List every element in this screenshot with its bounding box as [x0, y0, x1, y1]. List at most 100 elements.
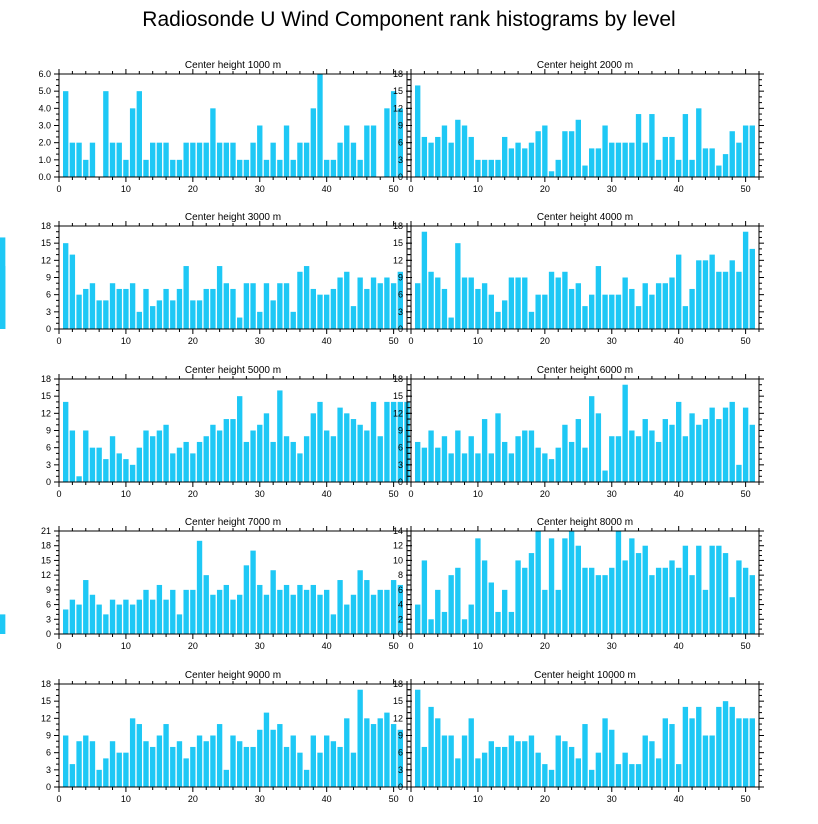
y-tick-label: 18 — [41, 221, 51, 231]
histogram-bar — [277, 159, 283, 177]
histogram-bar — [742, 407, 749, 482]
histogram-bar — [96, 769, 102, 787]
y-tick-label: 18 — [393, 374, 403, 384]
histogram-bar — [243, 565, 250, 634]
histogram-bar — [722, 154, 729, 177]
histogram-bar — [123, 752, 129, 787]
histogram-bar — [428, 619, 434, 634]
histogram-bar — [370, 125, 377, 177]
histogram-bar — [461, 453, 468, 482]
histogram-bar — [495, 159, 501, 177]
y-tick-label: 0 — [398, 172, 403, 182]
histogram-bar — [629, 538, 635, 634]
histogram-bar — [76, 476, 82, 482]
x-tick-label: 50 — [741, 336, 751, 346]
x-tick-label: 20 — [540, 794, 550, 804]
histogram-bar — [150, 436, 156, 482]
histogram-bar — [722, 271, 729, 329]
y-tick-label: 21 — [41, 526, 51, 536]
x-tick-label: 10 — [121, 489, 131, 499]
y-tick-label: 3 — [46, 765, 51, 775]
histogram-bar — [150, 142, 156, 177]
y-tick-label: 15 — [393, 238, 403, 248]
histogram-bar — [129, 718, 136, 787]
histogram-bar — [377, 283, 383, 329]
x-tick-label: 0 — [408, 489, 413, 499]
histogram-bar — [515, 142, 521, 177]
histogram-bar — [324, 735, 330, 787]
histogram-bar — [562, 741, 568, 787]
histogram-bar — [749, 575, 755, 634]
histogram-bar — [290, 441, 296, 482]
x-tick-label: 50 — [389, 794, 399, 804]
histogram-bar — [495, 311, 501, 329]
histogram-bar — [170, 159, 176, 177]
histogram-bar — [129, 604, 136, 634]
histogram-bar — [203, 741, 209, 787]
histogram-bar — [63, 735, 69, 787]
histogram-bar — [649, 575, 655, 634]
histogram-bar — [615, 764, 622, 787]
histogram-bar — [377, 589, 383, 634]
x-tick-label: 50 — [389, 336, 399, 346]
histogram-bar — [257, 311, 263, 329]
histogram-bar — [163, 142, 169, 177]
histogram-bar — [230, 419, 236, 482]
x-tick-label: 50 — [389, 641, 399, 651]
histogram-bar — [568, 131, 575, 177]
histogram-bar — [662, 136, 668, 177]
histogram-bar — [662, 567, 668, 634]
histogram-bar — [535, 131, 541, 177]
histogram-bar — [263, 594, 270, 634]
histogram-bar — [203, 142, 209, 177]
histogram-bar — [488, 294, 494, 329]
histogram-bar — [696, 706, 702, 787]
histogram-bar — [515, 436, 521, 482]
histogram-bar — [535, 531, 541, 634]
histogram-bar — [190, 300, 196, 329]
y-tick-label: 9 — [46, 585, 51, 595]
histogram-bar — [488, 159, 494, 177]
histogram-bar — [522, 430, 528, 482]
histogram-bar — [575, 545, 581, 634]
histogram-bar — [344, 125, 350, 177]
histogram-bar — [156, 735, 163, 787]
histogram-bar — [655, 283, 662, 329]
y-tick-label: 0 — [398, 782, 403, 792]
histogram-bar — [736, 271, 742, 329]
histogram-bar — [109, 436, 116, 482]
histogram-bar — [548, 769, 555, 787]
x-tick-label: 0 — [408, 641, 413, 651]
histogram-bar — [0, 614, 6, 634]
x-tick-label: 50 — [741, 489, 751, 499]
histogram-bar — [562, 271, 568, 329]
x-tick-label: 20 — [540, 184, 550, 194]
x-tick-label: 50 — [389, 489, 399, 499]
y-tick-label: 12 — [393, 103, 403, 113]
histogram-bar — [330, 159, 337, 177]
histogram-bar — [257, 584, 263, 634]
histogram-bar — [310, 735, 316, 787]
histogram-bar — [562, 131, 568, 177]
y-tick-label: 2 — [398, 614, 403, 624]
histogram-bar — [602, 125, 608, 177]
histogram-bar — [263, 159, 270, 177]
histogram-bar — [575, 119, 581, 177]
histogram-bar — [223, 769, 229, 787]
histogram-bar — [350, 142, 357, 177]
histogram-bar — [283, 746, 290, 787]
histogram-bar — [689, 159, 695, 177]
histogram-bar — [390, 724, 397, 787]
histogram-bar — [83, 580, 89, 634]
histogram-bar — [83, 288, 89, 329]
histogram-panel-10: Center height 10000 m 0 3 6 9 12 15 18 0 10 20 30 40… — [393, 670, 764, 804]
panel-title: Center height 3000 m — [185, 212, 281, 223]
histogram-bar — [283, 283, 290, 329]
histogram-bar — [257, 424, 263, 482]
histogram-bar — [183, 142, 189, 177]
histogram-bar — [495, 611, 501, 634]
histogram-bar — [629, 764, 635, 787]
histogram-bar — [143, 589, 149, 634]
